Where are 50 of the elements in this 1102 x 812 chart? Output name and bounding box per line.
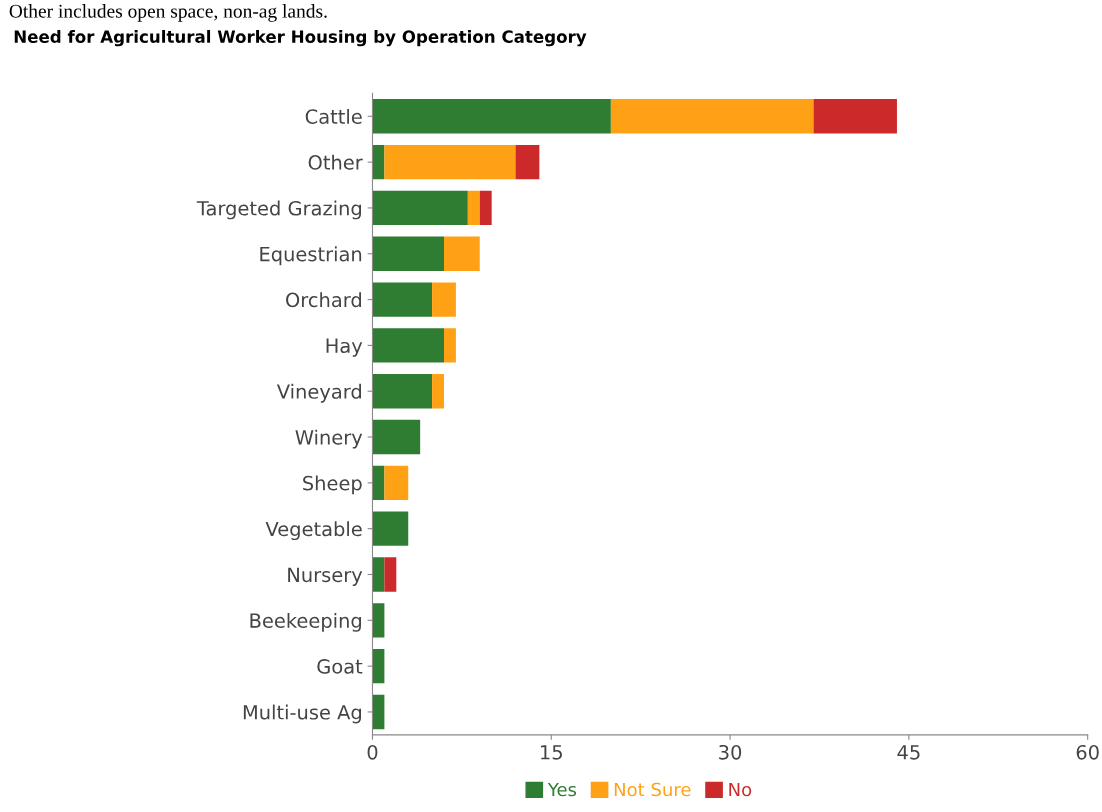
bar <box>372 190 468 226</box>
x-tick-label: 45 <box>897 745 920 760</box>
y-tick-label: Goat <box>317 659 363 674</box>
bar <box>372 648 385 684</box>
y-tick-label: Beekeeping <box>250 612 361 632</box>
legend-label: Not Sure <box>614 782 691 797</box>
bar <box>372 374 433 409</box>
legend-label: Yes <box>547 782 577 797</box>
y-tick-label: Orchard <box>286 292 361 308</box>
bar <box>610 99 814 134</box>
chart-title: Need for Agricultural Worker Housing by Operation Category <box>14 30 587 47</box>
bar <box>372 99 611 134</box>
legend-label: No <box>729 782 752 797</box>
y-tick-label: Targeted Grazing <box>196 200 361 220</box>
bar <box>384 557 397 592</box>
bar <box>372 419 421 455</box>
y-tick-label: Multi-use Ag <box>243 704 361 724</box>
bar <box>372 465 385 501</box>
x-tick-label: 0 <box>367 744 378 760</box>
x-tick-label: 15 <box>541 745 562 760</box>
bar <box>384 144 516 180</box>
bar <box>372 328 444 363</box>
x-tick-label: 60 <box>1076 744 1099 760</box>
y-tick-label: Hay <box>326 338 363 357</box>
bar <box>444 328 456 363</box>
y-tick-label: Winery <box>295 429 363 449</box>
y-tick-label: Cattle <box>305 108 362 124</box>
y-tick-label: Vineyard <box>276 383 361 403</box>
bar <box>444 236 480 271</box>
x-tick-label: 30 <box>719 744 742 760</box>
bar <box>372 557 385 592</box>
bar <box>372 511 409 546</box>
y-tick-label: Nursery <box>288 567 363 586</box>
bar <box>372 603 385 638</box>
y-tick-label: Vegetable <box>265 521 362 541</box>
bar <box>479 190 492 226</box>
bar <box>432 282 456 317</box>
y-tick-label: Equestrian <box>260 246 362 266</box>
bar <box>372 282 433 317</box>
bar <box>372 694 385 730</box>
bar <box>467 190 480 226</box>
y-tick-label: Sheep <box>303 475 362 495</box>
bar <box>372 236 444 271</box>
bar <box>515 144 540 180</box>
bar <box>813 99 897 134</box>
bar <box>372 144 385 180</box>
y-tick-label: Other <box>308 154 363 170</box>
bar <box>432 374 444 409</box>
text: Other includes open space, non-ag lands. <box>9 4 327 22</box>
bar <box>384 465 409 501</box>
